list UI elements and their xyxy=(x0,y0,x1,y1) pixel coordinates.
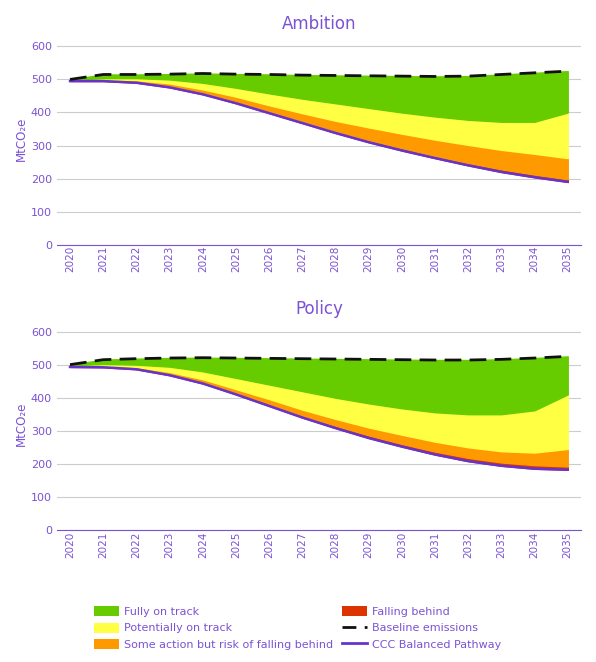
Legend: Fully on track, Potentially on track, Some action but risk of falling behind, Fa: Fully on track, Potentially on track, So… xyxy=(91,603,505,653)
Title: Ambition: Ambition xyxy=(282,15,356,33)
Y-axis label: MtCO₂e: MtCO₂e xyxy=(15,117,28,161)
Y-axis label: MtCO₂e: MtCO₂e xyxy=(15,402,28,446)
Title: Policy: Policy xyxy=(295,300,343,318)
